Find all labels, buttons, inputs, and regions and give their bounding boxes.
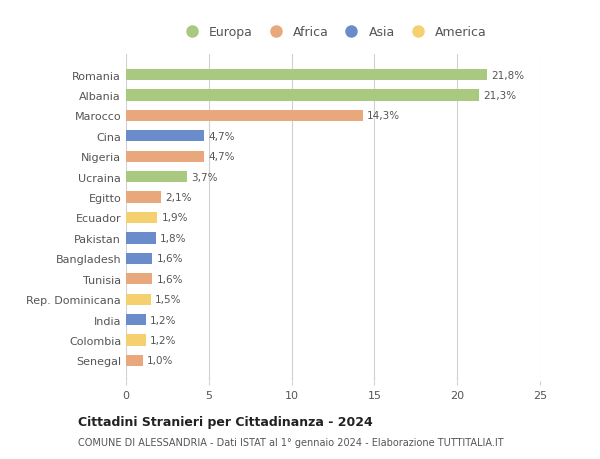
Text: 1,9%: 1,9% [161, 213, 188, 223]
Text: COMUNE DI ALESSANDRIA - Dati ISTAT al 1° gennaio 2024 - Elaborazione TUTTITALIA.: COMUNE DI ALESSANDRIA - Dati ISTAT al 1°… [78, 437, 503, 447]
Text: 1,2%: 1,2% [150, 315, 176, 325]
Text: 2,1%: 2,1% [165, 193, 191, 203]
Bar [126, 314, 146, 325]
Bar [126, 335, 146, 346]
Bar [126, 294, 151, 305]
Bar [126, 274, 152, 285]
Text: 1,6%: 1,6% [157, 274, 183, 284]
Text: 3,7%: 3,7% [191, 172, 218, 182]
Bar [126, 355, 143, 366]
Text: 1,5%: 1,5% [155, 295, 181, 304]
Bar [126, 253, 152, 264]
Bar [126, 131, 204, 142]
Text: 1,0%: 1,0% [146, 356, 173, 365]
Text: 21,3%: 21,3% [483, 91, 516, 101]
Text: 1,8%: 1,8% [160, 233, 187, 243]
Text: 1,6%: 1,6% [157, 254, 183, 264]
Bar [126, 233, 156, 244]
Text: 14,3%: 14,3% [367, 111, 400, 121]
Bar [126, 111, 363, 122]
Bar [126, 213, 157, 224]
Text: 4,7%: 4,7% [208, 152, 235, 162]
Legend: Europa, Africa, Asia, America: Europa, Africa, Asia, America [175, 22, 491, 43]
Text: Cittadini Stranieri per Cittadinanza - 2024: Cittadini Stranieri per Cittadinanza - 2… [78, 415, 373, 428]
Bar [126, 70, 487, 81]
Bar [126, 192, 161, 203]
Bar [126, 90, 479, 101]
Text: 21,8%: 21,8% [491, 71, 524, 80]
Text: 1,2%: 1,2% [150, 335, 176, 345]
Bar [126, 151, 204, 162]
Text: 4,7%: 4,7% [208, 132, 235, 141]
Bar [126, 172, 187, 183]
